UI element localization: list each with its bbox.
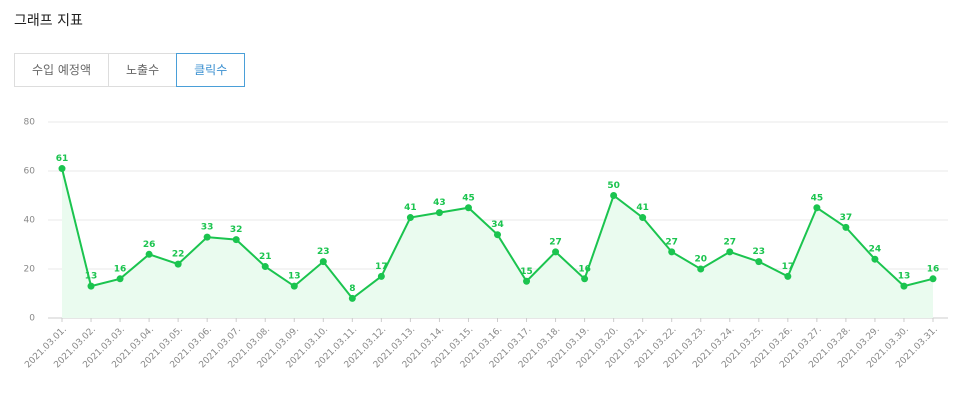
data-label: 17 bbox=[375, 262, 388, 272]
data-label: 61 bbox=[56, 154, 69, 164]
data-label: 13 bbox=[288, 272, 301, 282]
point bbox=[377, 272, 385, 280]
point bbox=[697, 265, 705, 273]
point bbox=[726, 248, 734, 256]
data-label: 32 bbox=[230, 225, 243, 235]
point bbox=[639, 214, 647, 222]
y-tick-label: 80 bbox=[24, 118, 36, 128]
data-label: 43 bbox=[433, 198, 446, 208]
area bbox=[62, 168, 933, 318]
point bbox=[87, 282, 95, 290]
data-label: 22 bbox=[172, 250, 185, 260]
point bbox=[900, 282, 908, 290]
data-label: 16 bbox=[578, 264, 591, 274]
point bbox=[319, 258, 327, 266]
point bbox=[784, 272, 792, 280]
data-label: 13 bbox=[85, 272, 98, 282]
data-label: 21 bbox=[259, 252, 272, 262]
point bbox=[523, 277, 531, 285]
data-label: 8 bbox=[349, 284, 355, 294]
data-label: 33 bbox=[201, 223, 214, 233]
point bbox=[406, 214, 414, 222]
point bbox=[203, 233, 211, 241]
data-label: 13 bbox=[898, 272, 911, 282]
point bbox=[610, 192, 618, 199]
data-label: 23 bbox=[317, 247, 330, 257]
point bbox=[871, 255, 879, 263]
data-label: 24 bbox=[869, 245, 882, 255]
point bbox=[174, 260, 182, 268]
tab-bar: 수입 예정액 노출수 클릭수 bbox=[14, 53, 246, 87]
data-label: 45 bbox=[462, 193, 475, 203]
point bbox=[929, 275, 937, 283]
data-label: 37 bbox=[840, 213, 853, 223]
point bbox=[842, 223, 850, 231]
point bbox=[668, 248, 676, 256]
data-label: 16 bbox=[927, 264, 940, 274]
tab-active[interactable]: 클릭수 bbox=[176, 53, 246, 87]
data-label: 45 bbox=[811, 193, 824, 203]
point bbox=[435, 209, 443, 217]
data-label: 27 bbox=[665, 237, 678, 247]
point bbox=[290, 282, 298, 290]
point bbox=[348, 294, 356, 302]
data-label: 27 bbox=[549, 237, 562, 247]
page-title: 그래프 지표 bbox=[14, 13, 83, 29]
data-label: 34 bbox=[491, 220, 504, 230]
y-tick-label: 60 bbox=[24, 167, 36, 177]
data-label: 41 bbox=[636, 203, 649, 213]
data-label: 15 bbox=[520, 267, 533, 277]
point bbox=[261, 263, 269, 271]
point bbox=[755, 258, 763, 266]
y-tick-label: 20 bbox=[24, 265, 36, 275]
data-label: 26 bbox=[143, 240, 156, 250]
y-tick-label: 0 bbox=[29, 314, 35, 324]
data-label: 27 bbox=[724, 237, 737, 247]
point bbox=[581, 275, 589, 283]
point bbox=[464, 204, 472, 212]
data-label: 17 bbox=[782, 262, 795, 272]
point bbox=[552, 248, 560, 256]
data-label: 41 bbox=[404, 203, 417, 213]
data-label: 23 bbox=[753, 247, 766, 257]
point bbox=[813, 204, 821, 212]
data-label: 50 bbox=[607, 181, 620, 191]
data-label: 16 bbox=[114, 264, 127, 274]
point bbox=[116, 275, 124, 283]
y-tick-label: 40 bbox=[24, 216, 36, 226]
point bbox=[145, 250, 153, 258]
point bbox=[232, 236, 240, 244]
point bbox=[494, 231, 501, 239]
data-label: 20 bbox=[694, 255, 707, 265]
point bbox=[58, 165, 66, 173]
